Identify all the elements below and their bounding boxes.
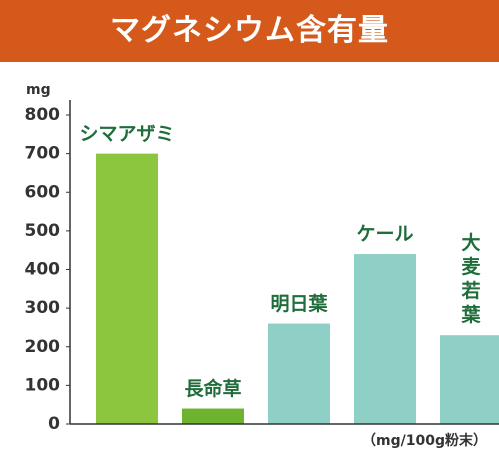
category-label: 大麦 若葉 — [461, 232, 481, 327]
category-label: 長命草 — [184, 377, 242, 400]
bar — [96, 153, 158, 424]
bar — [182, 408, 244, 424]
category-label: 明日葉 — [270, 292, 328, 315]
y-tick-label: 400 — [25, 260, 61, 280]
bar — [440, 335, 499, 424]
y-tick-label: 800 — [25, 105, 61, 125]
y-tick-label: 100 — [25, 375, 61, 395]
chart-title: マグネシウム含有量 — [0, 0, 499, 62]
y-tick-label: 300 — [25, 298, 61, 318]
note: （mg/100g粉末） — [362, 433, 487, 449]
y-tick-label: 700 — [25, 144, 61, 164]
y-tick-label: 0 — [48, 414, 60, 434]
bar — [268, 323, 330, 424]
category-label: シマアザミ — [79, 122, 175, 145]
y-axis-label: mg — [26, 82, 51, 98]
y-tick-label: 600 — [25, 182, 61, 202]
y-tick-label: 200 — [25, 337, 61, 357]
category-label: ケール — [356, 223, 414, 246]
y-tick-label: 500 — [25, 221, 61, 241]
bar — [354, 254, 416, 424]
